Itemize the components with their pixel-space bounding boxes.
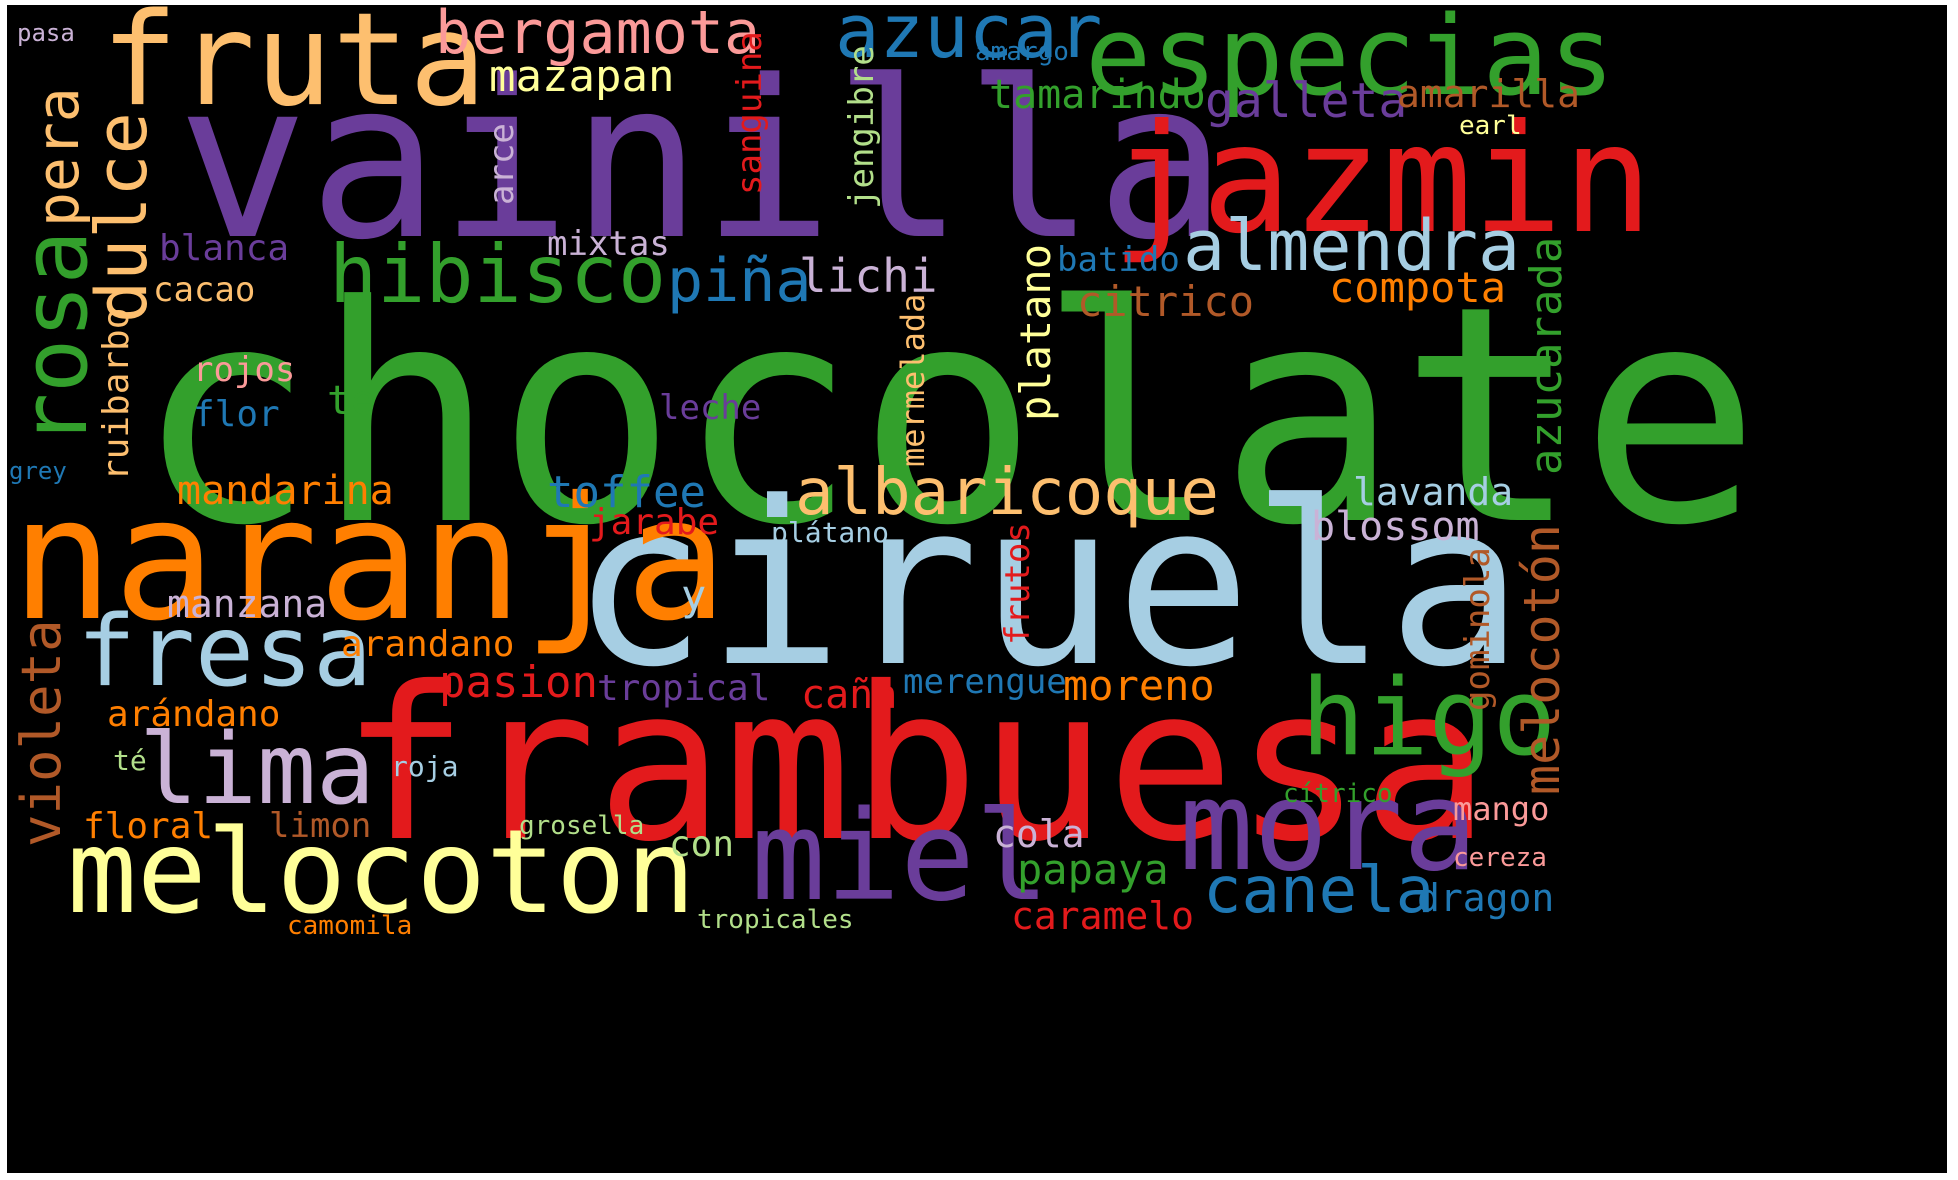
word-bergamota: bergamota xyxy=(435,5,761,68)
word-ciruela: ciruela xyxy=(571,454,1524,717)
word-amargo: amargo xyxy=(975,37,1069,67)
word-jarabe: jarabe xyxy=(589,502,720,543)
word-grosella: grosella xyxy=(519,811,645,841)
word-compota: compota xyxy=(1329,263,1507,312)
word-mazapan: mazapan xyxy=(489,51,675,102)
word-floral: floral xyxy=(83,806,214,847)
word-citrico: citrico xyxy=(1077,277,1255,326)
word-blossom: blossom xyxy=(1311,504,1480,550)
word-galleta: galleta xyxy=(1205,73,1408,129)
word-con: con xyxy=(669,824,735,865)
word-leche: leche xyxy=(659,388,762,428)
word-mango: mango xyxy=(1453,790,1550,828)
word-jazmin: jazmin xyxy=(1111,93,1653,267)
word-dragon: dragon xyxy=(1417,876,1555,920)
word-manzana: manzana xyxy=(167,582,328,626)
word-pasion: pasion xyxy=(439,657,598,708)
word-azucarada: azucarada xyxy=(1521,236,1572,475)
word-canela: canela xyxy=(1203,854,1435,928)
word-cacao: cacao xyxy=(153,270,256,310)
word-moreno: moreno xyxy=(1063,661,1215,710)
word-violeta: violeta xyxy=(10,619,73,847)
word-papaya: papaya xyxy=(1017,845,1169,894)
word-arandano-accent: arándano xyxy=(107,694,281,735)
word-platano-accent: plátano xyxy=(771,516,890,549)
word-roja: roja xyxy=(391,750,459,783)
word-pera: pera xyxy=(24,87,92,227)
word-te: te xyxy=(327,378,376,424)
word-platano: platano xyxy=(1011,243,1060,421)
word-earl: earl xyxy=(1459,111,1522,141)
word-caramelo: caramelo xyxy=(1011,894,1195,938)
word-limon: limon xyxy=(269,806,372,846)
word-te-accent: té xyxy=(113,744,147,777)
word-camomila: camomila xyxy=(287,911,413,941)
word-citrico-accent: cítrico xyxy=(1283,779,1393,809)
word-tamarindo: tamarindo xyxy=(989,72,1206,118)
word-mixtas: mixtas xyxy=(547,224,670,264)
word-sanguina: sanguina xyxy=(730,31,770,195)
word-mora: mora xyxy=(1179,755,1478,899)
word-melocoton-accent: melocotón xyxy=(1513,524,1571,795)
word-toffee: toffee xyxy=(547,467,706,518)
word-especias: especias xyxy=(1085,5,1615,120)
word-lavanda: lavanda xyxy=(1353,470,1514,514)
word-higo: higo xyxy=(1301,656,1557,779)
word-gominola: gominola xyxy=(1458,547,1498,711)
word-rojos: rojos xyxy=(193,350,296,390)
word-dulce: dulce xyxy=(81,112,163,323)
word-chocolate: chocolate xyxy=(135,242,1761,591)
word-vainilla: vainilla xyxy=(177,35,1227,288)
word-grey: grey xyxy=(9,457,67,485)
word-cereza: cereza xyxy=(1453,843,1547,873)
word-pina: piña xyxy=(667,246,812,316)
word-pasa: pasa xyxy=(17,19,75,47)
word-miel: miel xyxy=(751,785,1050,929)
word-cola: cola xyxy=(993,812,1085,856)
word-azucar: azucar xyxy=(835,5,1103,75)
word-frutos: frutos xyxy=(998,522,1038,645)
word-mandarina: mandarina xyxy=(177,468,394,514)
word-lima: lima xyxy=(139,713,376,827)
word-arce: arce xyxy=(482,123,522,205)
word-tropicales: tropicales xyxy=(697,905,854,935)
word-jengibre: jengibre xyxy=(842,45,882,209)
word-flor: flor xyxy=(193,394,280,435)
word-naranja: naranja xyxy=(11,461,728,659)
word-amarilla: amarilla xyxy=(1397,72,1581,116)
word-lichi: lichi xyxy=(799,249,938,303)
word-ruibarbo: ruibarbo xyxy=(96,307,137,481)
word-tropical: tropical xyxy=(597,668,771,709)
word-cana: caña xyxy=(801,672,898,718)
word-batido: batido xyxy=(1057,240,1180,280)
word-merengue: merengue xyxy=(903,662,1067,702)
word-mermelada: mermelada xyxy=(894,293,932,467)
word-blanca: blanca xyxy=(159,228,290,269)
word-arandano: arandano xyxy=(341,624,515,665)
word-fresa: fresa xyxy=(77,595,373,709)
word-hibisco: hibisco xyxy=(329,228,667,321)
word-cloud: chocolate vainilla ciruela frambuesa nar… xyxy=(7,5,1947,1173)
word-frambuesa: frambuesa xyxy=(341,641,1490,888)
word-almendra: almendra xyxy=(1183,205,1521,287)
word-melocoton: melocoton xyxy=(67,805,696,940)
word-y: y xyxy=(681,571,707,620)
word-fruta: fruta xyxy=(101,5,487,135)
word-albaricoque: albaricoque xyxy=(795,456,1219,530)
